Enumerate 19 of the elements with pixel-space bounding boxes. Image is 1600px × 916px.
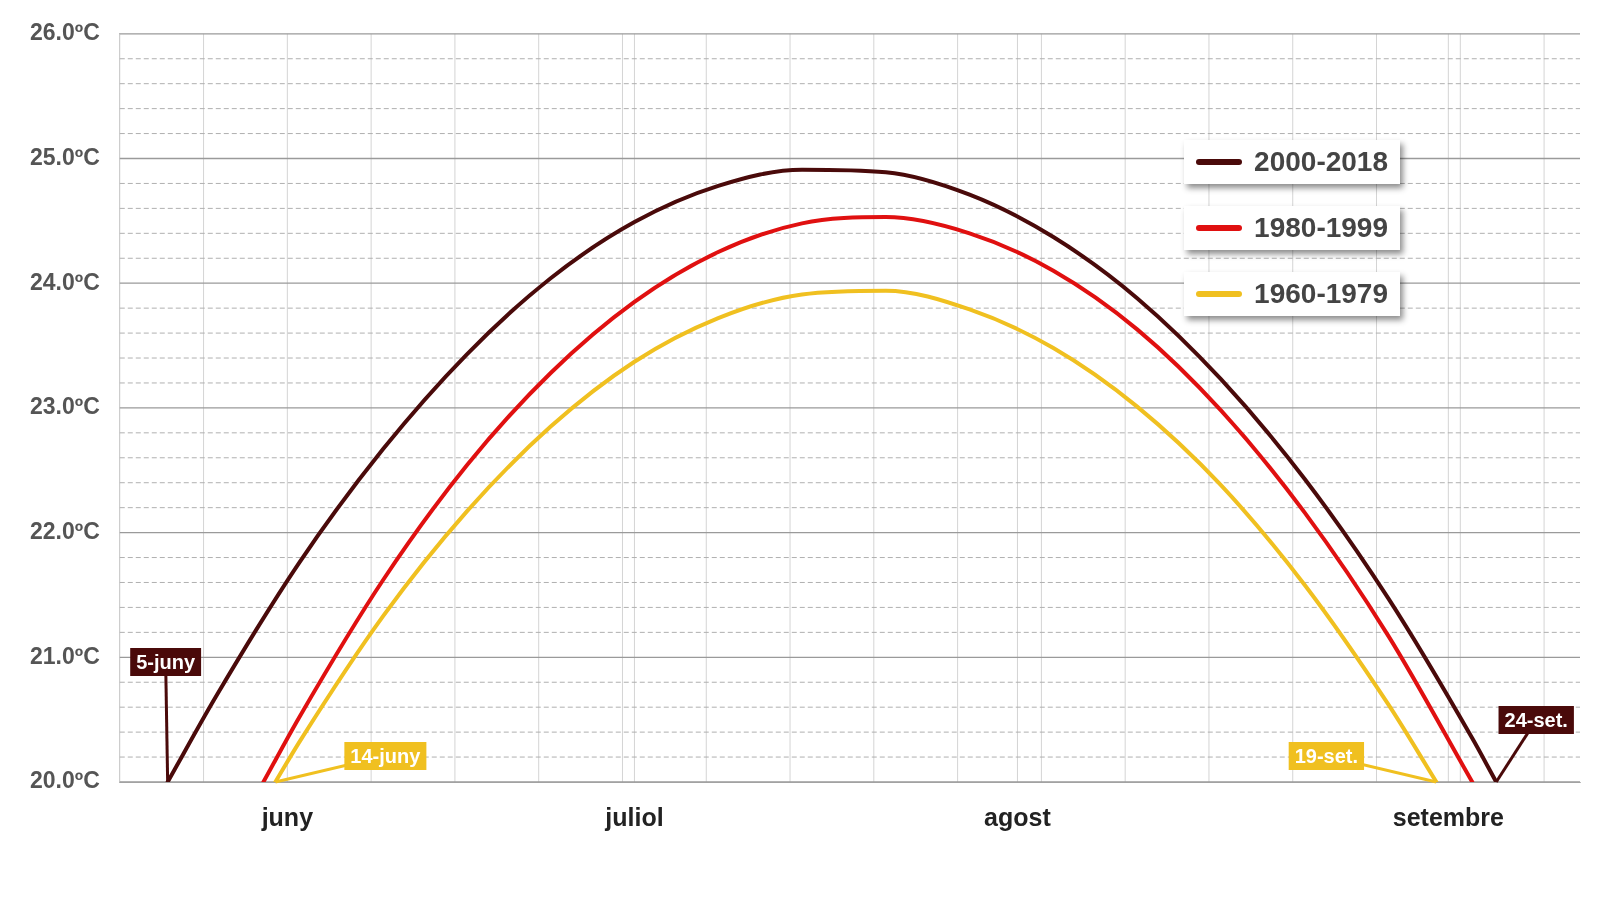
annotation: 19-set.: [1294, 744, 1359, 767]
y-tick-label: 21.0ºC: [29, 642, 100, 669]
annotation: 14-juny: [350, 744, 422, 767]
line-series: [261, 215, 1475, 782]
legend-label: 2000-2018: [1254, 146, 1388, 178]
x-tick-label: juliol: [604, 802, 664, 831]
y-tick-label: 23.0ºC: [29, 393, 100, 420]
legend-label: 1960-1979: [1254, 278, 1388, 310]
y-tick-label: 26.0ºC: [29, 19, 100, 46]
annotation: 24-set.: [1504, 708, 1568, 731]
legend-label: 1980-1999: [1254, 212, 1388, 244]
y-tick-label: 22.0ºC: [29, 517, 100, 544]
y-tick-label: 20.0ºC: [29, 767, 100, 794]
y-tick-label: 24.0ºC: [29, 268, 100, 295]
y-tick-label: 25.0ºC: [29, 143, 100, 170]
x-tick-label: juny: [260, 802, 314, 831]
annotation: 5-juny: [136, 650, 196, 673]
x-tick-label: agost: [984, 802, 1052, 831]
x-tick-label: setembre: [1392, 802, 1505, 831]
